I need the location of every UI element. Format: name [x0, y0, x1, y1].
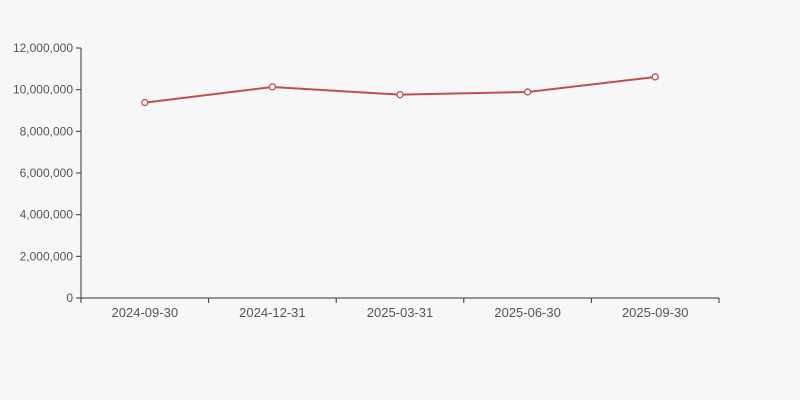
data-point-marker[interactable]	[268, 83, 277, 91]
y-axis-tick-label: 12,000,000	[13, 41, 73, 55]
data-point-marker[interactable]	[523, 88, 532, 96]
data-point-marker[interactable]	[141, 98, 149, 107]
x-axis-tick-label: 2024-09-30	[112, 305, 179, 320]
series-line	[143, 75, 657, 104]
data-point-marker[interactable]	[396, 91, 404, 99]
x-axis-tick-label: 2024-12-31	[239, 305, 306, 320]
x-axis-tick-label: 2025-06-30	[494, 305, 561, 320]
y-axis-tick-label: 4,000,000	[20, 208, 74, 222]
x-axis-tick-label: 2025-03-31	[367, 305, 434, 320]
y-axis-tick-label: 2,000,000	[20, 249, 74, 263]
y-axis-tick-label: 10,000,000	[13, 83, 73, 97]
y-axis-tick-label: 8,000,000	[20, 124, 74, 138]
data-point-marker[interactable]	[651, 73, 659, 81]
x-axis-tick-label: 2025-09-30	[622, 305, 689, 320]
y-axis-tick-label: 0	[66, 291, 73, 305]
y-axis-tick-label: 6,000,000	[20, 166, 74, 180]
